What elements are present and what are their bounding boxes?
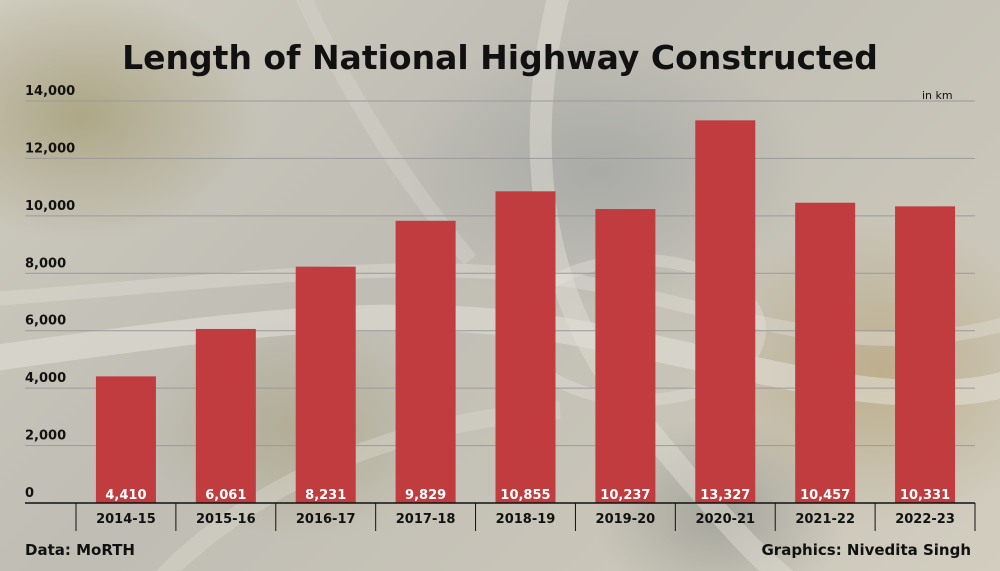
y-tick-label: 2,000 (25, 429, 66, 444)
y-tick-label: 4,000 (25, 371, 66, 386)
unit-label: in km (922, 89, 953, 102)
data-label: 10,457 (800, 488, 850, 503)
chart-title: Length of National Highway Constructed (122, 38, 878, 77)
y-tick-label: 6,000 (25, 314, 66, 329)
y-tick-label: 10,000 (25, 199, 75, 214)
bar (395, 220, 456, 504)
y-tick-label: 12,000 (25, 141, 75, 156)
x-axis: 2014-15 2015-16 2016-17 2017-18 2018-19 2019-… (25, 502, 976, 531)
data-label: 10,237 (600, 488, 650, 503)
data-label: 8,231 (305, 488, 346, 503)
bar (95, 376, 156, 503)
bar (695, 120, 756, 504)
data-label: 6,061 (205, 488, 246, 503)
x-tick-label: 2019-20 (596, 512, 656, 527)
data-label: 9,829 (405, 488, 446, 503)
x-tick-label: 2020-21 (695, 512, 755, 527)
graphics-credit: Graphics: Nivedita Singh (761, 541, 971, 559)
bar (895, 206, 956, 503)
y-tick-label: 14,000 (25, 84, 75, 99)
x-tick-label: 2018-19 (496, 512, 556, 527)
bar (195, 328, 256, 503)
bar (595, 209, 656, 503)
data-label: 10,855 (500, 488, 550, 503)
y-tick-label: 0 (25, 486, 34, 501)
bar (795, 202, 856, 503)
x-tick-label: 2015-16 (196, 512, 256, 527)
data-label: 10,331 (900, 488, 950, 503)
x-tick-label: 2021-22 (795, 512, 855, 527)
data-label: 4,410 (105, 488, 146, 503)
x-tick-label: 2014-15 (96, 512, 156, 527)
y-axis-ticks: 0 2,000 4,000 6,000 8,000 10,000 12,000 14,000 (25, 84, 75, 501)
x-tick-label: 2022-23 (895, 512, 955, 527)
bar (295, 266, 356, 503)
x-tick-label: 2017-18 (396, 512, 456, 527)
data-label: 13,327 (700, 488, 750, 503)
data-source: Data: MoRTH (25, 541, 135, 559)
bar (495, 191, 556, 503)
bars: 4,410 6,061 8,231 9,829 10,855 10,237 13,327 10… (95, 120, 956, 504)
y-tick-label: 8,000 (25, 256, 66, 271)
x-tick-label: 2016-17 (296, 512, 356, 527)
